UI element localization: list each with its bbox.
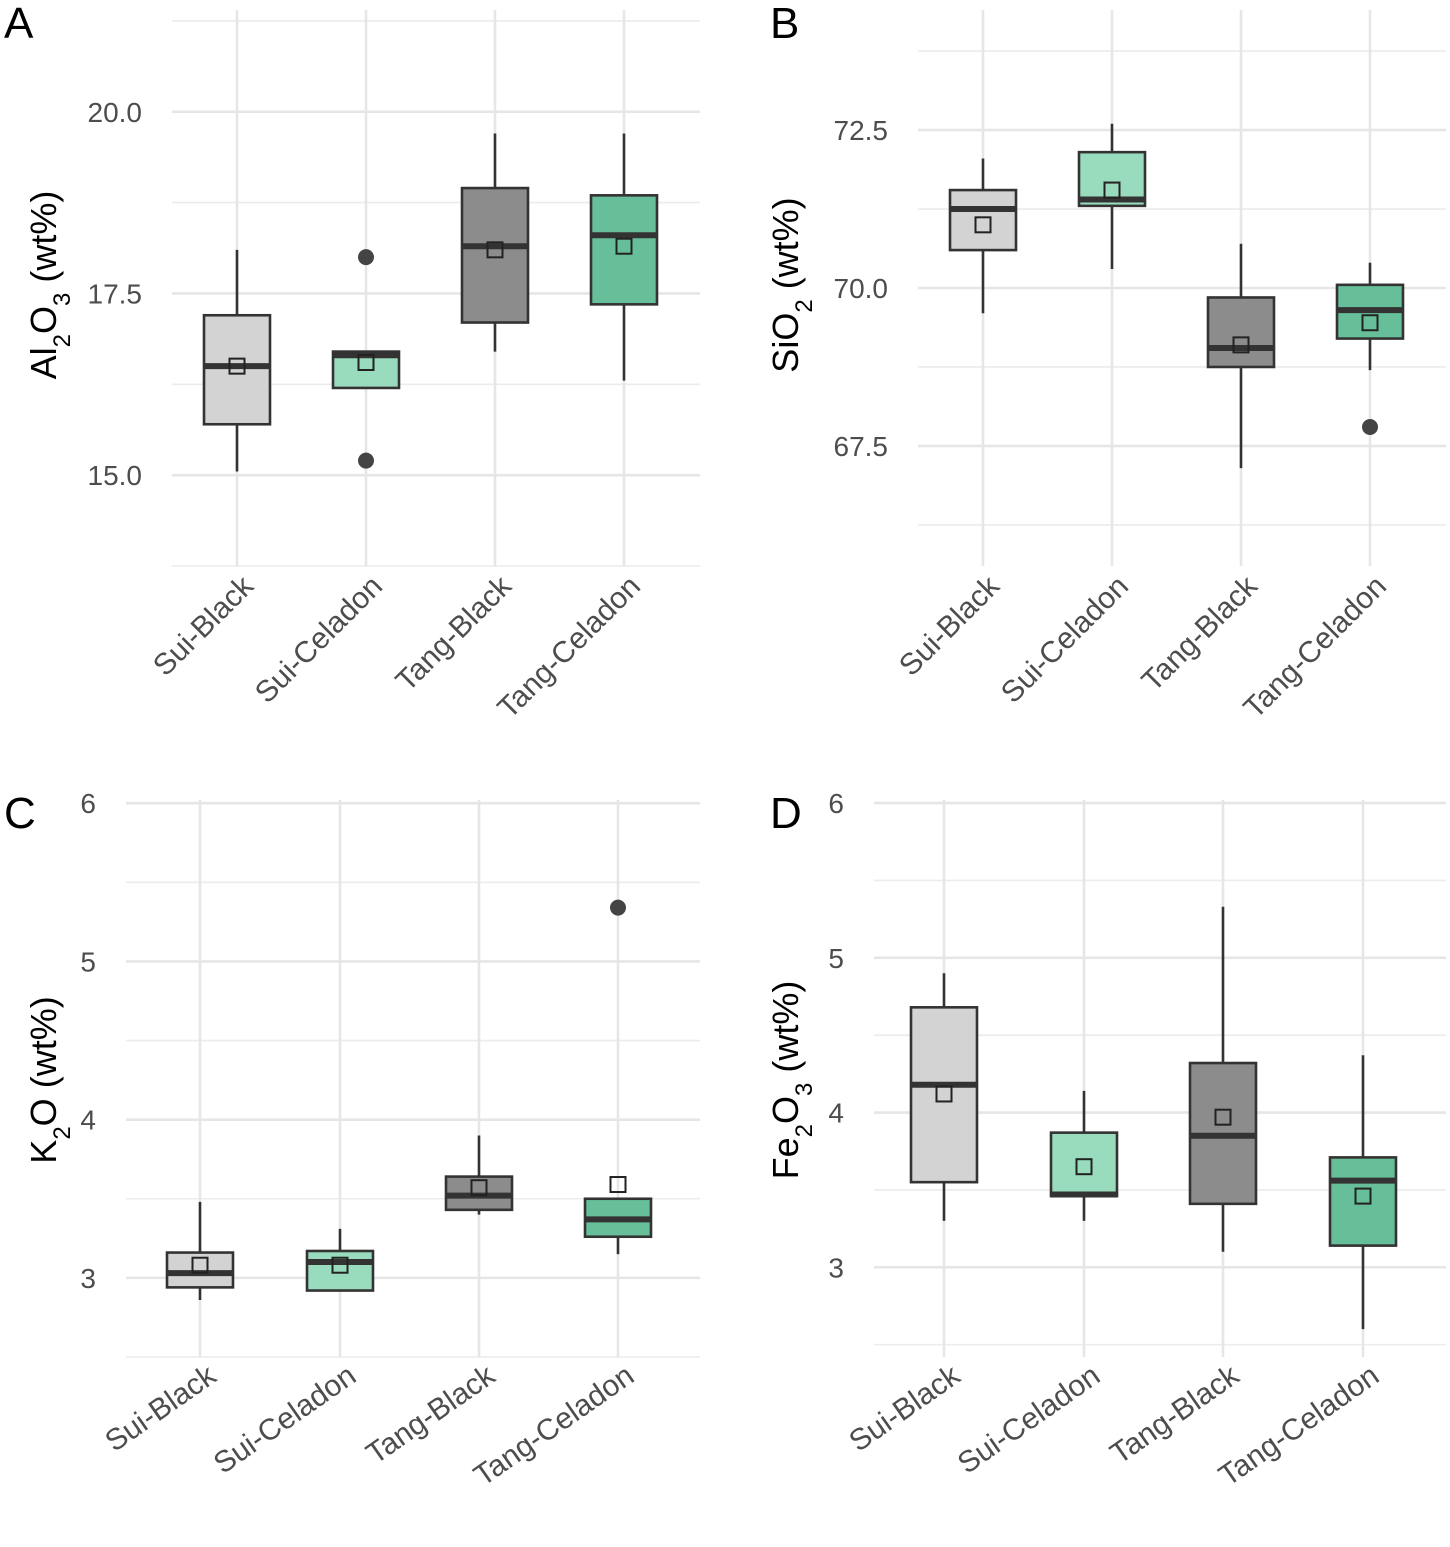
x-category-label: Sui-Black bbox=[843, 1358, 967, 1458]
y-axis-title: K2O (wt%) bbox=[23, 996, 76, 1163]
box-tang-black bbox=[1206, 243, 1276, 469]
y-tick-label: 72.5 bbox=[834, 115, 889, 146]
mean-marker bbox=[1232, 336, 1250, 354]
panel-c: C K2O (wt%) 3 4 5 6 Sui-BlackSui-CeladonTan… bbox=[4, 788, 700, 1493]
box-sui-celadon bbox=[1049, 1090, 1119, 1221]
panel-d: D Fe2O3 (wt%) 3 4 5 6 Sui-BlackSui-CeladonT… bbox=[765, 788, 1446, 1493]
iqr-box bbox=[460, 186, 530, 324]
outlier-point bbox=[358, 249, 374, 266]
outlier-point bbox=[610, 899, 626, 916]
box-tang-black bbox=[444, 1135, 514, 1215]
x-category-label: Tang-Black bbox=[390, 569, 519, 698]
x-category-label: Tang-Black bbox=[361, 1358, 502, 1471]
box-tang-black bbox=[460, 133, 530, 352]
panel-label: A bbox=[4, 0, 34, 48]
mean-marker bbox=[470, 1179, 488, 1197]
x-category-label: Sui-Celadon bbox=[208, 1359, 362, 1481]
box-tang-celadon bbox=[1328, 1055, 1398, 1330]
box-tang-celadon bbox=[583, 899, 653, 1255]
iqr-box bbox=[202, 313, 272, 426]
mean-marker bbox=[191, 1256, 209, 1274]
box-sui-celadon bbox=[305, 1228, 375, 1292]
box-sui-celadon bbox=[331, 249, 401, 469]
iqr-box bbox=[1049, 1131, 1119, 1198]
y-tick-label: 4 bbox=[80, 1105, 96, 1136]
y-axis-title: SiO2 (wt%) bbox=[765, 197, 818, 372]
panel-b: B SiO2 (wt%) 67.5 70.0 72.5 Sui-BlackSui-C… bbox=[765, 0, 1446, 725]
box-sui-black bbox=[202, 249, 272, 472]
x-category-label: Sui-Celadon bbox=[952, 1359, 1106, 1481]
x-category-label: Sui-Celadon bbox=[995, 570, 1135, 710]
panel-label: D bbox=[770, 789, 802, 838]
box-sui-black bbox=[948, 158, 1018, 314]
y-tick-label: 6 bbox=[80, 788, 96, 819]
mean-marker bbox=[1214, 1108, 1232, 1126]
mean-marker bbox=[1354, 1187, 1372, 1205]
outlier-point bbox=[358, 452, 374, 469]
outlier-point bbox=[1362, 419, 1378, 435]
iqr-box bbox=[1328, 1156, 1398, 1247]
mean-marker bbox=[935, 1085, 953, 1103]
mean-marker bbox=[609, 1176, 627, 1194]
y-axis-title: Al2O3 (wt%) bbox=[23, 191, 76, 380]
y-tick-label: 3 bbox=[80, 1263, 96, 1294]
iqr-box bbox=[948, 188, 1018, 252]
x-category-label: Sui-Black bbox=[893, 569, 1007, 683]
y-tick-label: 5 bbox=[828, 943, 844, 974]
mean-marker bbox=[615, 237, 633, 255]
x-category-label: Tang-Black bbox=[1105, 1358, 1246, 1471]
mean-marker bbox=[1361, 314, 1379, 332]
box-tang-celadon bbox=[589, 133, 659, 381]
iqr-box bbox=[909, 1006, 979, 1184]
y-tick-label: 5 bbox=[80, 946, 96, 977]
x-category-label: Sui-Black bbox=[99, 1358, 223, 1458]
iqr-box bbox=[1206, 296, 1276, 369]
x-category-label: Sui-Celadon bbox=[249, 570, 389, 710]
y-tick-label: 6 bbox=[828, 788, 844, 819]
mean-marker bbox=[357, 353, 375, 371]
panel-label: C bbox=[4, 789, 36, 838]
y-tick-label: 67.5 bbox=[834, 431, 889, 462]
box-tang-celadon bbox=[1335, 262, 1405, 435]
y-tick-label: 70.0 bbox=[834, 273, 889, 304]
x-category-label: Tang-Black bbox=[1136, 569, 1265, 698]
panel-a: A Al2O3 (wt%) 15.0 17.5 20.0 Sui-BlackSui-… bbox=[4, 0, 700, 725]
panel-label: B bbox=[770, 0, 799, 48]
y-tick-label: 17.5 bbox=[88, 278, 143, 309]
mean-marker bbox=[331, 1256, 349, 1274]
box-tang-black bbox=[1188, 906, 1258, 1252]
mean-marker bbox=[1103, 181, 1121, 199]
mean-marker bbox=[974, 216, 992, 234]
y-tick-label: 15.0 bbox=[88, 460, 143, 491]
mean-marker bbox=[228, 357, 246, 375]
y-tick-label: 3 bbox=[828, 1252, 844, 1283]
y-axis-title: Fe2O3 (wt%) bbox=[765, 981, 818, 1180]
box-sui-celadon bbox=[1077, 123, 1147, 270]
iqr-box bbox=[589, 194, 659, 306]
mean-marker bbox=[486, 241, 504, 259]
x-category-label: Sui-Black bbox=[147, 569, 261, 683]
mean-marker bbox=[1075, 1158, 1093, 1176]
box-sui-black bbox=[909, 973, 979, 1221]
y-tick-label: 20.0 bbox=[88, 97, 143, 128]
box-sui-black bbox=[165, 1201, 235, 1301]
y-tick-label: 4 bbox=[828, 1098, 844, 1129]
